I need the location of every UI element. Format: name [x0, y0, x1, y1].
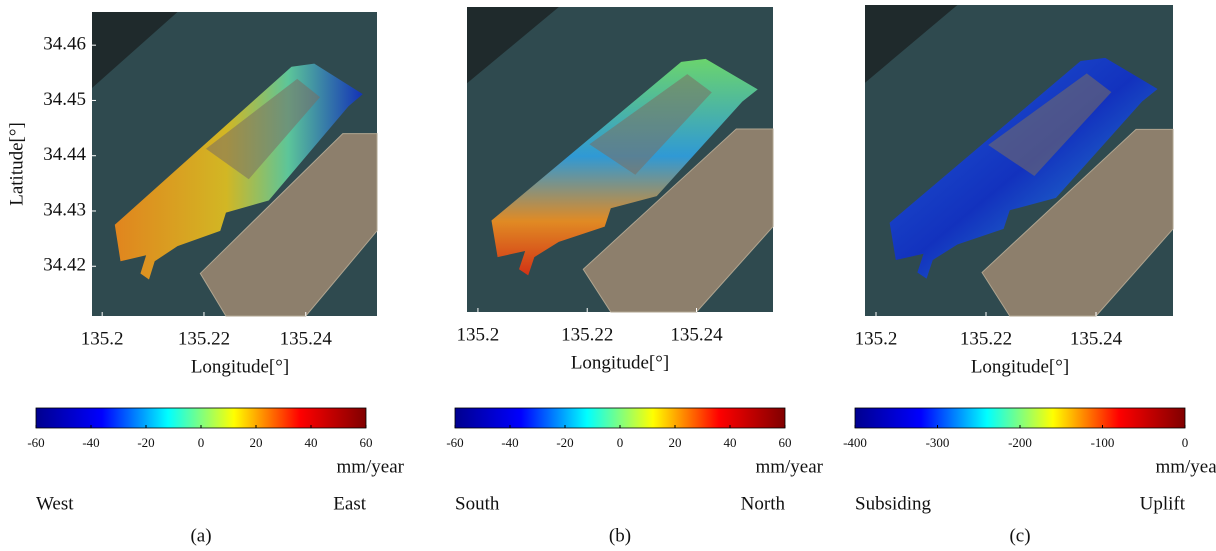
y-axis-label: Latitude[°] — [6, 122, 27, 206]
caption: (a) — [190, 525, 211, 546]
colorbar-tick-label: 40 — [305, 435, 318, 450]
colorbar-tick-label: 20 — [669, 435, 682, 450]
colorbar-unit: mm/year — [1155, 456, 1216, 477]
colorbar-tick-label: 0 — [1182, 435, 1189, 450]
x-tick-label: 135.24 — [670, 324, 723, 345]
colorbar-tick-label: 0 — [617, 435, 624, 450]
colorbar-tick-label: -200 — [1008, 435, 1032, 450]
low-label: South — [455, 493, 500, 514]
caption: (b) — [609, 525, 631, 546]
high-label: Uplift — [1140, 493, 1186, 514]
colorbar-tick-label: -400 — [843, 435, 867, 450]
y-tick-label: 34.46 — [43, 34, 86, 55]
y-tick-label: 34.44 — [43, 144, 86, 165]
colorbar-tick-label: -20 — [137, 435, 154, 450]
y-tick-label: 34.43 — [43, 199, 86, 220]
colorbar-tick-label: 0 — [198, 435, 205, 450]
x-axis-label: Longitude[°] — [971, 356, 1069, 377]
x-tick-label: 135.24 — [280, 328, 333, 349]
x-tick-label: 135.2 — [81, 328, 124, 349]
colorbar-tick-label: -60 — [27, 435, 44, 450]
colorbar-unit: mm/year — [755, 456, 823, 477]
x-axis-label: Longitude[°] — [571, 352, 669, 373]
colorbar-tick-label: -60 — [446, 435, 463, 450]
colorbar-tick-label: 20 — [250, 435, 263, 450]
low-label: West — [36, 493, 74, 514]
colorbar-tick-label: 60 — [779, 435, 792, 450]
y-tick-label: 34.42 — [43, 255, 86, 276]
x-tick-label: 135.22 — [178, 328, 230, 349]
colorbar-tick-label: 60 — [360, 435, 373, 450]
y-tick-label: 34.45 — [43, 89, 86, 110]
low-label: Subsiding — [855, 493, 932, 514]
colorbar-unit: mm/year — [336, 456, 404, 477]
x-tick-label: 135.22 — [561, 324, 613, 345]
figure: 135.2135.22135.24Longitude[°]34.4234.433… — [0, 0, 1216, 551]
x-tick-label: 135.22 — [960, 328, 1012, 349]
high-label: North — [741, 493, 786, 514]
colorbar-tick-label: -100 — [1091, 435, 1115, 450]
caption: (c) — [1009, 525, 1030, 546]
colorbar-tick-label: -40 — [82, 435, 99, 450]
x-tick-label: 135.2 — [855, 328, 898, 349]
colorbar-tick-label: -300 — [926, 435, 950, 450]
colorbar-tick-label: 40 — [724, 435, 737, 450]
colorbar-tick-label: -40 — [501, 435, 518, 450]
x-tick-label: 135.24 — [1070, 328, 1123, 349]
x-tick-label: 135.2 — [457, 324, 500, 345]
high-label: East — [333, 493, 366, 514]
x-axis-label: Longitude[°] — [191, 356, 289, 377]
colorbar-tick-label: -20 — [556, 435, 573, 450]
